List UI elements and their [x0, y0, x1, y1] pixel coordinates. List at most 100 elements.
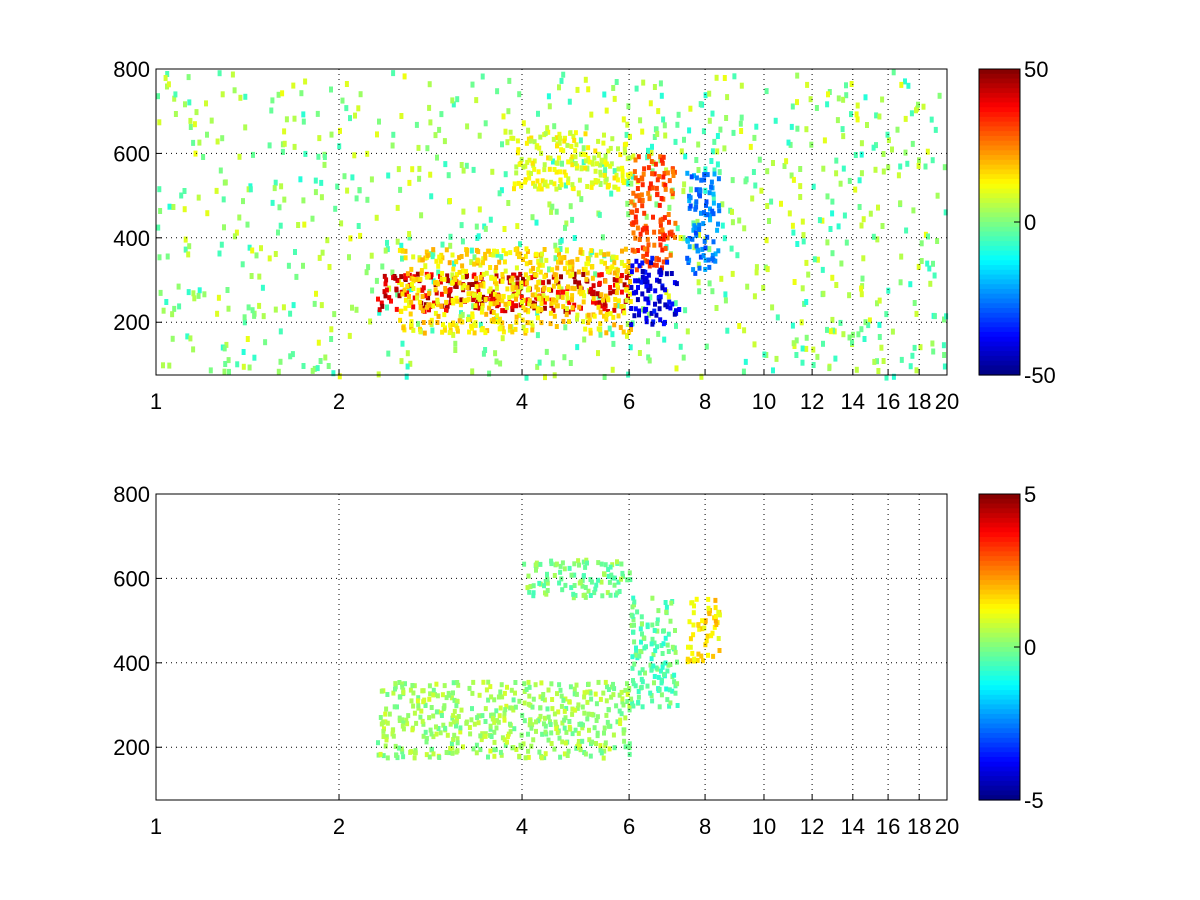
heatmap-cell: [573, 148, 578, 154]
heatmap-cell: [567, 263, 572, 269]
heatmap-cell: [663, 660, 668, 666]
heatmap-cell: [663, 186, 668, 192]
heatmap-cell: [380, 303, 385, 309]
heatmap-cell: [454, 703, 459, 709]
heatmap-cell: [856, 331, 861, 338]
heatmap-cell: [439, 713, 444, 718]
heatmap-cell: [654, 185, 659, 191]
heatmap-cell: [474, 276, 478, 282]
colorbar-swatch: [979, 202, 1020, 209]
heatmap-cell: [712, 167, 717, 174]
heatmap-cell: [542, 583, 546, 589]
heatmap-cell: [474, 742, 479, 748]
heatmap-region: [629, 255, 682, 328]
heatmap-cell: [533, 292, 538, 298]
heatmap-cell: [634, 649, 639, 655]
heatmap-cell: [196, 194, 201, 201]
heatmap-cell: [863, 94, 868, 101]
heatmap-cell: [639, 279, 644, 285]
heatmap-cell: [440, 241, 445, 248]
heatmap-cell: [502, 717, 507, 723]
heatmap-cell: [604, 712, 609, 718]
heatmap-cell: [497, 259, 502, 265]
heatmap-cell: [562, 751, 567, 757]
heatmap-cell: [738, 120, 743, 127]
heatmap-cell: [241, 349, 246, 355]
colorbar-tick-label: 0: [1024, 635, 1036, 660]
heatmap-cell: [491, 310, 496, 315]
heatmap-cell: [794, 352, 799, 358]
heatmap-cell: [525, 159, 530, 165]
heatmap-cell: [529, 320, 534, 326]
colorbar-swatch: [979, 580, 1020, 586]
colorbar-swatch: [979, 780, 1020, 787]
heatmap-cell: [621, 116, 626, 123]
x-tick-label: 6: [623, 389, 635, 414]
heatmap-cell: [474, 284, 479, 290]
heatmap-cell: [697, 626, 702, 632]
heatmap-cell: [578, 579, 583, 585]
heatmap-cell: [418, 305, 423, 310]
heatmap-cell: [500, 320, 505, 326]
heatmap-cell: [555, 289, 560, 295]
heatmap-cell: [597, 300, 602, 306]
colorbar-swatch: [979, 560, 1020, 567]
heatmap-cell: [303, 78, 308, 85]
heatmap-cell: [522, 561, 527, 567]
heatmap-cell: [540, 695, 545, 701]
colorbar-swatch: [979, 747, 1020, 753]
heatmap-cell: [707, 117, 712, 124]
heatmap-cell: [421, 320, 426, 325]
heatmap-cell: [403, 297, 408, 303]
heatmap-cell: [552, 123, 557, 130]
heatmap-cell: [741, 368, 746, 375]
heatmap-cell: [570, 706, 575, 712]
heatmap-cell: [632, 169, 637, 175]
heatmap-cell: [661, 116, 666, 123]
heatmap-cell: [401, 726, 406, 732]
heatmap-cells: [156, 69, 949, 381]
heatmap-cell: [697, 227, 702, 233]
heatmap-cell: [649, 641, 654, 647]
heatmap-cell: [850, 339, 854, 346]
heatmap-cell: [655, 277, 659, 283]
heatmap-cell: [661, 321, 666, 327]
heatmap-cell: [754, 264, 759, 271]
heatmap-cell: [574, 745, 579, 751]
heatmap-cell: [530, 327, 535, 333]
heatmap-cell: [678, 343, 683, 350]
heatmap-cell: [560, 560, 565, 566]
heatmap-cell: [640, 269, 645, 274]
heatmap-cell: [448, 233, 453, 240]
heatmap-cell: [227, 368, 231, 375]
heatmap-cell: [830, 316, 835, 323]
heatmap-cell: [547, 287, 551, 293]
heatmap-cell: [623, 715, 628, 721]
heatmap-cell: [547, 266, 551, 273]
heatmap-cell: [527, 298, 532, 304]
heatmap-cell: [596, 138, 601, 144]
heatmap-cell: [670, 301, 675, 307]
heatmap-cell: [394, 753, 399, 758]
heatmap-cell: [604, 330, 609, 336]
heatmap-cell: [622, 263, 627, 269]
heatmap-cell: [636, 689, 641, 694]
heatmap-cell: [854, 111, 859, 118]
heatmap-cell: [693, 230, 698, 236]
heatmap-cell: [401, 720, 406, 726]
heatmap-cell: [470, 311, 475, 317]
heatmap-cell: [640, 667, 645, 673]
colorbar-swatch: [979, 733, 1020, 739]
heatmap-cell: [598, 743, 603, 749]
heatmap-cell: [416, 695, 421, 701]
heatmap-cell: [488, 684, 493, 690]
heatmap-cell: [586, 711, 591, 717]
heatmap-cell: [717, 648, 722, 653]
heatmap-cell: [434, 724, 438, 730]
heatmap-cell: [550, 360, 555, 367]
heatmap-cell: [430, 327, 435, 334]
heatmap-cell: [491, 712, 496, 718]
heatmap-cell: [861, 216, 866, 223]
heatmap-cell: [515, 223, 520, 230]
